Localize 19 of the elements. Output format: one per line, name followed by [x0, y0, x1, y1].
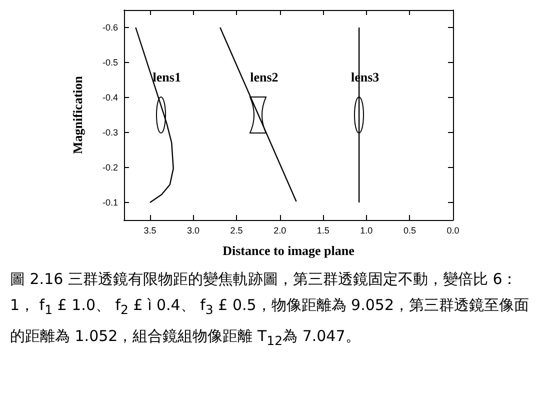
- y-tick-label: -0.4: [102, 92, 118, 102]
- x-tick-label: 1.0: [360, 226, 373, 236]
- y-tick-label: -0.1: [102, 198, 118, 208]
- x-axis-title: Distance to image plane: [222, 243, 355, 258]
- x-tick-label: 0.0: [446, 226, 460, 236]
- x-tick-label: 2.0: [274, 226, 286, 236]
- y-tick-label: -0.2: [102, 162, 118, 172]
- y-tick-label: -0.5: [102, 58, 118, 68]
- x-tick-label: 3.0: [187, 226, 200, 236]
- y-tick-label: -0.6: [102, 22, 118, 32]
- x-tick-label: 1.5: [316, 226, 330, 236]
- x-tick-label: 0.5: [403, 226, 416, 236]
- x-tick-label: 3.5: [144, 226, 156, 236]
- annotation: lens1: [152, 70, 181, 85]
- x-tick-label: 2.5: [230, 226, 243, 236]
- y-axis-title: Magnification: [70, 75, 85, 154]
- text: 圖 2.16 三群透鏡有限物距的變焦軌跡圖，第三群透鏡固定不動，變倍比 6：1， f$_{1}$ £ 1.0、 f$_{2}$ £ ì 0.4、 f$_{3}$ £ 0.5，物像距離為 9.052，第三群透鏡至像面的距離為 1.052，組合鏡組物像距離 T$_{12}$為 7.047。: [10, 270, 530, 348]
- y-tick-label: -0.3: [102, 128, 118, 138]
- annotation: lens2: [250, 70, 278, 85]
